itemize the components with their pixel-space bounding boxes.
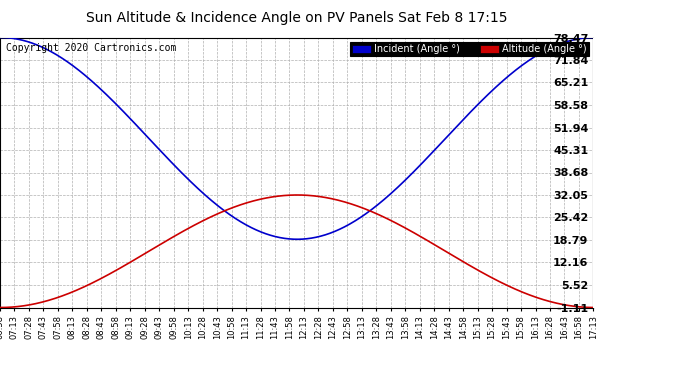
Legend: Incident (Angle °), Altitude (Angle °): Incident (Angle °), Altitude (Angle °) <box>350 42 589 56</box>
Text: Copyright 2020 Cartronics.com: Copyright 2020 Cartronics.com <box>6 43 177 53</box>
Text: Sun Altitude & Incidence Angle on PV Panels Sat Feb 8 17:15: Sun Altitude & Incidence Angle on PV Pan… <box>86 11 507 25</box>
